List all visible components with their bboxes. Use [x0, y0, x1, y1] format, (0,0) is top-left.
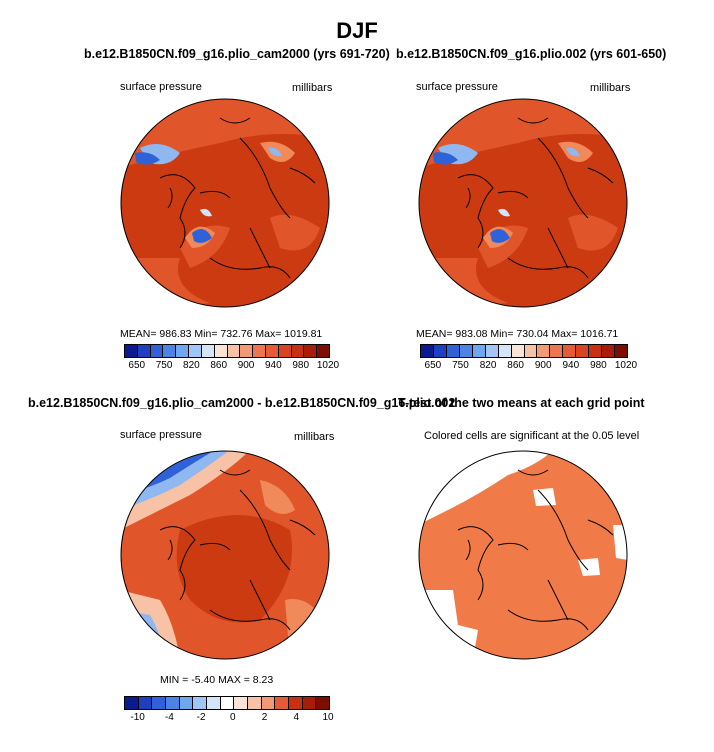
colorbar-tick-label: 900: [237, 360, 255, 371]
colorbar-tick-label: 820: [183, 360, 200, 371]
colorbar-swatch: [227, 345, 241, 357]
colorbar-tick-label: 940: [562, 360, 580, 371]
panel-title-bottom-left: b.e12.B1850CN.f09_g16.plio_cam2000 - b.e…: [28, 396, 456, 410]
colorbar-swatch: [289, 697, 303, 709]
colorbar-swatch: [576, 345, 590, 357]
colorbar-swatch: [524, 345, 538, 357]
colorbar-swatch: [317, 345, 329, 357]
colorbar-swatch: [248, 697, 262, 709]
colorbar-swatch: [446, 345, 460, 357]
variable-label-top-right: surface pressure: [416, 81, 498, 93]
colorbar-swatch: [189, 345, 202, 357]
colorbar-swatch: [421, 345, 434, 357]
colorbar-bottom-left: [124, 696, 330, 710]
colorbar-top-left: [124, 344, 330, 358]
colorbar-swatch: [125, 697, 139, 709]
colorbar-swatch: [166, 697, 180, 709]
colorbar-tick-label: 1020: [614, 360, 638, 371]
polar-map-bottom-right: [418, 450, 628, 660]
colorbar-swatch: [234, 697, 249, 709]
colorbar-swatch: [563, 345, 577, 357]
colorbar-ticks-top-right: 650 750 820 860 900 940 980 1020: [420, 360, 638, 374]
colorbar-tick-label: 4: [293, 712, 300, 723]
colorbar-swatch: [275, 697, 290, 709]
colorbar-swatch: [152, 697, 167, 709]
colorbar-swatch: [316, 697, 330, 709]
colorbar-tick-label: 860: [507, 360, 524, 371]
colorbar-swatch: [550, 345, 564, 357]
panel-title-top-left: b.e12.B1850CN.f09_g16.plio_cam2000 (yrs …: [84, 47, 390, 61]
colorbar-tick-label: 980: [292, 360, 310, 371]
units-label-bottom-left: millibars: [294, 431, 335, 443]
colorbar-swatch: [498, 345, 512, 357]
colorbar-swatch: [137, 345, 151, 357]
colorbar-swatch: [179, 697, 194, 709]
variable-label-bottom-left: surface pressure: [120, 429, 202, 441]
colorbar-swatch: [214, 345, 228, 357]
colorbar-swatch: [253, 345, 266, 357]
colorbar-swatch: [220, 697, 235, 709]
stats-top-right: MEAN= 983.08 Min= 730.04 Max= 1016.71: [416, 328, 619, 340]
colorbar-swatch: [193, 697, 208, 709]
colorbar-swatch: [207, 697, 221, 709]
colorbar-swatch: [201, 345, 215, 357]
colorbar-swatch: [433, 345, 447, 357]
colorbar-swatch: [615, 345, 627, 357]
colorbar-tick-label: 0: [230, 712, 236, 723]
colorbar-swatch: [125, 345, 138, 357]
colorbar-swatch: [472, 345, 486, 357]
colorbar-swatch: [240, 345, 254, 357]
colorbar-swatch: [511, 345, 525, 357]
colorbar-tick-label: 750: [452, 360, 469, 371]
colorbar-swatch: [302, 697, 317, 709]
stats-top-left: MEAN= 986.83 Min= 732.76 Max= 1019.81: [120, 328, 323, 340]
colorbar-tick-label: 820: [479, 360, 497, 371]
units-label-top-right: millibars: [590, 82, 631, 94]
stats-bottom-left: MIN = -5.40 MAX = 8.23: [160, 674, 274, 686]
colorbar-swatch: [537, 345, 551, 357]
colorbar-tick-label: -10: [130, 712, 145, 723]
figure-title: DJF: [336, 18, 378, 43]
colorbar-swatch: [138, 697, 153, 709]
colorbar-swatch: [163, 345, 177, 357]
colorbar-swatch: [304, 345, 318, 357]
colorbar-swatch: [261, 697, 276, 709]
colorbar-swatch: [589, 345, 603, 357]
units-label-top-left: millibars: [292, 82, 333, 94]
colorbar-tick-label: 650: [128, 360, 146, 371]
colorbar-tick-label: 860: [210, 360, 228, 371]
polar-map-bottom-left: [120, 450, 330, 660]
colorbar-tick-label: 1020: [316, 360, 340, 371]
colorbar-tick-label: -4: [164, 712, 174, 723]
panel-title-top-right: b.e12.B1850CN.f09_g16.plio.002 (yrs 601-…: [396, 47, 667, 61]
colorbar-swatch: [602, 345, 616, 357]
colorbar-tick-label: 900: [534, 360, 552, 371]
colorbar-tick-label: 980: [590, 360, 607, 371]
colorbar-swatch: [176, 345, 190, 357]
significance-note: Colored cells are significant at the 0.0…: [424, 430, 640, 442]
colorbar-ticks-bottom-left: -10 -4 -2 0 2 4 10: [124, 712, 333, 726]
colorbar-swatch: [291, 345, 305, 357]
variable-label-top-left: surface pressure: [120, 81, 202, 93]
colorbar-ticks-top-left: 650 750 820 860 900 940 980 1020: [124, 360, 339, 374]
colorbar-tick-label: -2: [196, 712, 206, 723]
polar-map-top-left: [120, 98, 330, 308]
panel-title-bottom-right: T-test of the two means at each grid poi…: [398, 396, 645, 410]
colorbar-tick-label: 750: [155, 360, 173, 371]
colorbar-tick-label: 2: [261, 712, 268, 723]
colorbar-top-right: [420, 344, 628, 358]
colorbar-tick-label: 650: [424, 360, 442, 371]
colorbar-tick-label: 940: [265, 360, 282, 371]
colorbar-tick-label: 10: [322, 712, 334, 723]
colorbar-swatch: [459, 345, 473, 357]
colorbar-swatch: [278, 345, 292, 357]
colorbar-swatch: [265, 345, 279, 357]
colorbar-swatch: [150, 345, 164, 357]
polar-map-top-right: [418, 98, 628, 308]
colorbar-swatch: [485, 345, 499, 357]
